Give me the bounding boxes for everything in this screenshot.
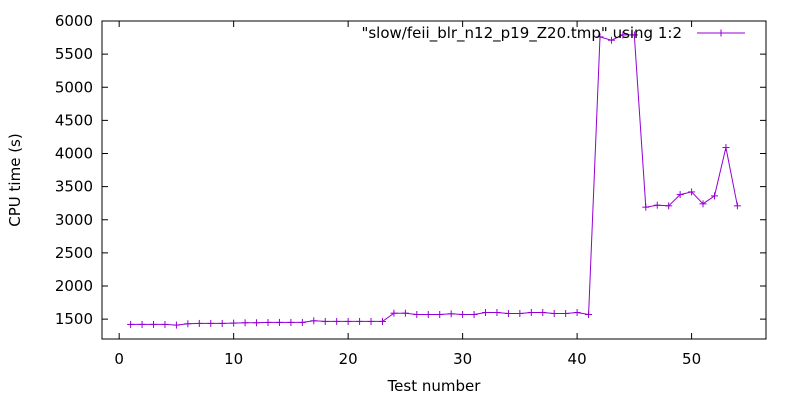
data-point (630, 31, 638, 39)
data-point (482, 309, 490, 316)
data-point (253, 319, 261, 327)
ticks: 0 10 20 30 40 50 1500 2000 2500 3000 3500 4000 4500 5… (55, 12, 766, 368)
data-point (298, 318, 306, 326)
data-point (619, 31, 627, 39)
data-point (401, 309, 409, 317)
data-point (722, 144, 730, 152)
data-point (470, 310, 478, 318)
data-point (287, 318, 295, 326)
data-point (275, 318, 283, 326)
data-point (539, 309, 547, 316)
data-point (207, 319, 215, 327)
data-point (367, 317, 375, 325)
data-point (642, 203, 650, 211)
data-point (733, 202, 741, 210)
y-tick-label: 2500 (55, 244, 93, 262)
x-tick-label: 20 (339, 350, 358, 368)
data-point (688, 188, 696, 196)
x-tick-label: 40 (568, 350, 587, 368)
x-tick-label: 10 (224, 350, 243, 368)
x-axis-label: Test number (387, 377, 482, 395)
data-point (436, 310, 444, 318)
data-point (424, 310, 432, 318)
data-point (676, 191, 684, 199)
data-point (161, 320, 169, 328)
y-tick-label: 5500 (55, 45, 93, 63)
y-tick-label: 3000 (55, 211, 93, 229)
data-point (378, 317, 386, 325)
data-point (310, 317, 318, 325)
data-point (172, 321, 180, 329)
y-tick-label: 4500 (55, 111, 93, 129)
x-tick-label: 30 (453, 350, 472, 368)
y-tick-label: 6000 (55, 12, 93, 30)
series (127, 31, 741, 329)
series-line (130, 34, 738, 326)
data-point (562, 309, 570, 317)
data-point (516, 309, 524, 317)
data-point (607, 36, 615, 44)
x-tick-label: 0 (114, 350, 124, 368)
plot-frame (101, 20, 767, 340)
data-point (653, 201, 661, 209)
legend: "slow/feii_blr_n12_p19_Z20.tmp" using 1:… (361, 24, 745, 43)
data-point (550, 309, 558, 317)
data-point (573, 309, 581, 316)
x-tick-label: 50 (682, 350, 701, 368)
data-point (333, 317, 341, 325)
data-point (195, 319, 203, 327)
data-point (413, 310, 421, 318)
data-point (504, 309, 512, 317)
data-point (459, 310, 467, 318)
data-point (138, 320, 146, 328)
data-point (699, 200, 707, 208)
data-point (665, 202, 673, 210)
y-tick-label: 5000 (55, 78, 93, 96)
data-point (596, 33, 604, 41)
data-point (321, 317, 329, 325)
data-point (230, 319, 238, 327)
data-point (710, 192, 718, 200)
data-point (447, 310, 455, 318)
data-point (493, 309, 501, 316)
data-point (527, 309, 535, 316)
legend-label: "slow/feii_blr_n12_p19_Z20.tmp" using 1:… (361, 24, 682, 43)
data-point (150, 320, 158, 328)
y-tick-label: 3500 (55, 178, 93, 196)
axes (101, 20, 767, 340)
data-point (356, 317, 364, 325)
data-point (264, 318, 272, 326)
data-point (218, 319, 226, 327)
data-point (585, 310, 593, 318)
y-tick-label: 2000 (55, 277, 93, 295)
y-tick-label: 1500 (55, 310, 93, 328)
data-point (184, 320, 192, 328)
data-point (241, 319, 249, 327)
data-point (344, 317, 352, 325)
y-axis-label: CPU time (s) (6, 133, 24, 226)
data-point (390, 309, 398, 317)
y-tick-label: 4000 (55, 145, 93, 163)
data-point (127, 320, 135, 328)
